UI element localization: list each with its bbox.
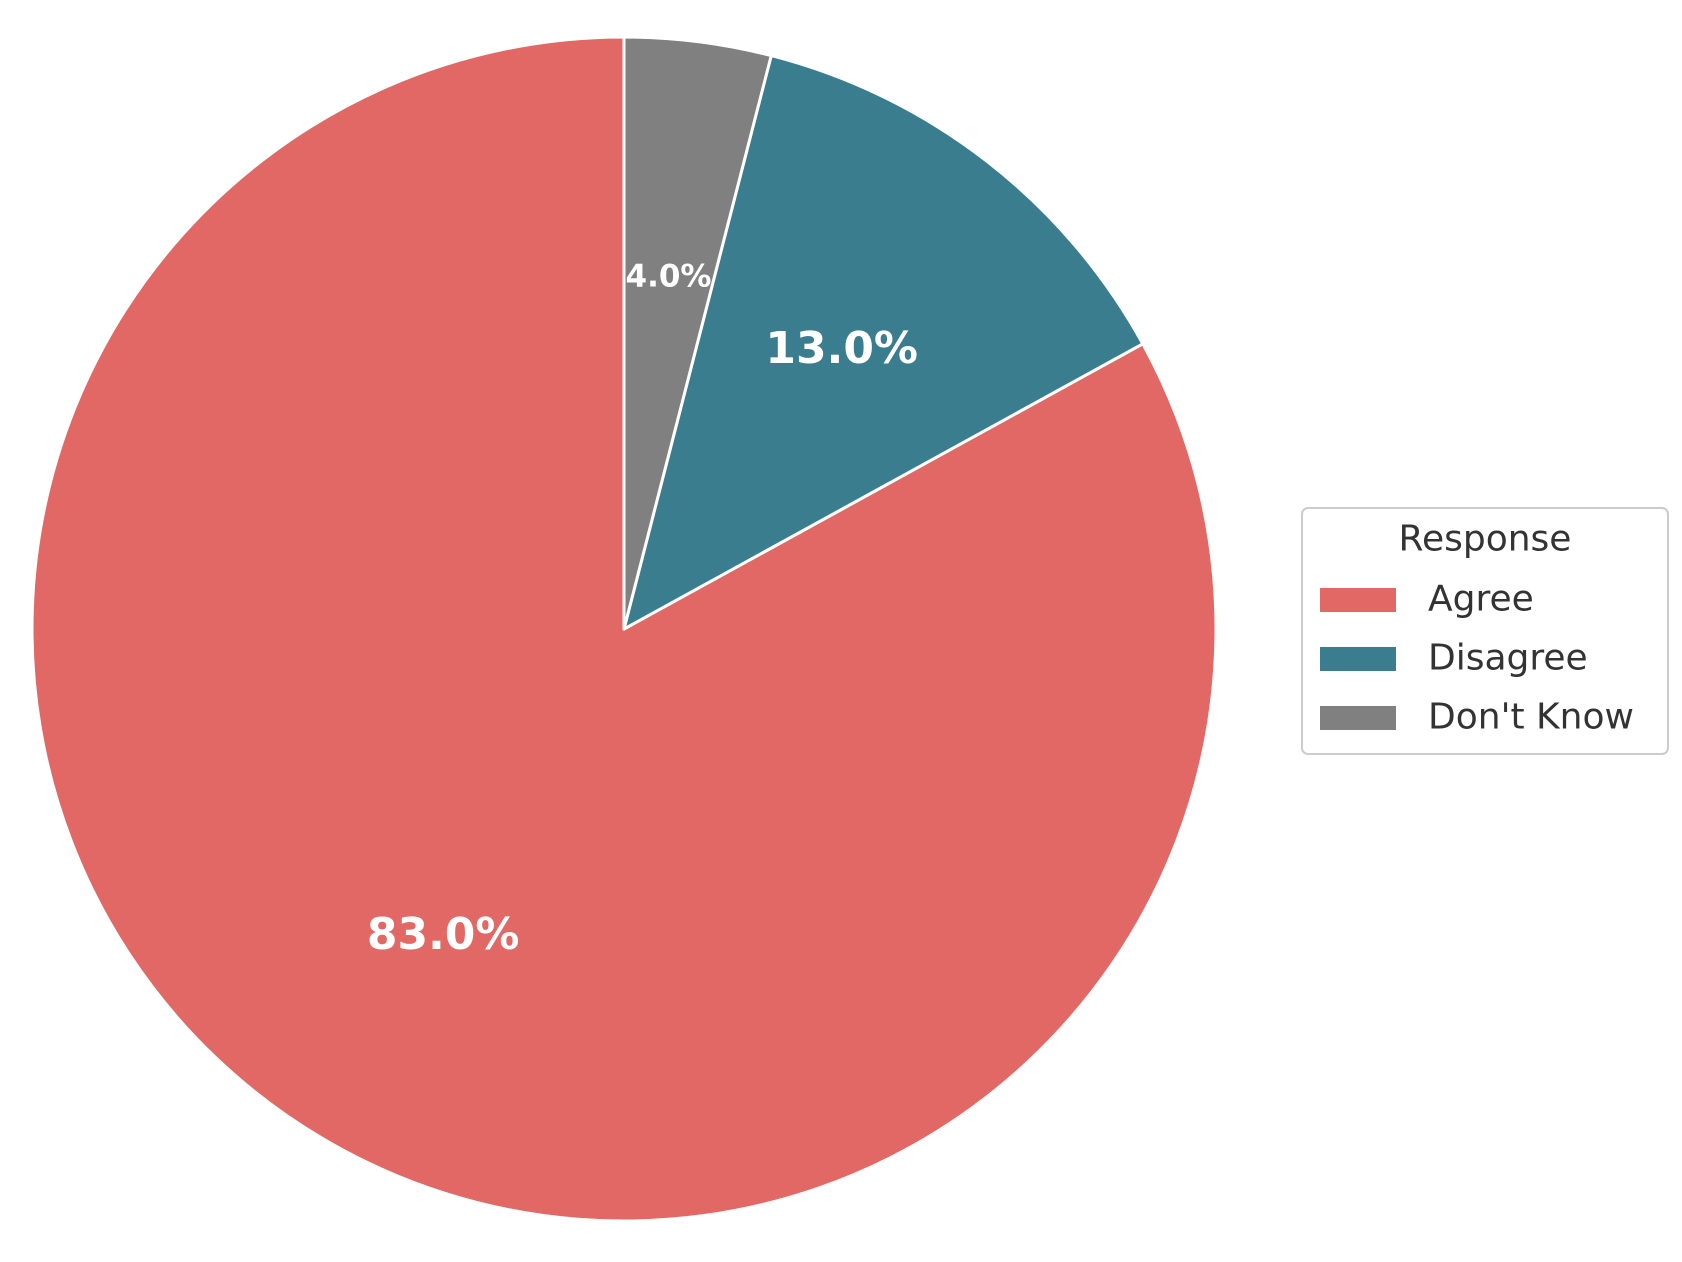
pie-value-label-don-t-know: 4.0% [626, 259, 712, 295]
legend-label-don-t-know: Don't Know [1428, 697, 1634, 738]
pie-value-label-agree: 83.0% [367, 909, 520, 960]
legend-title: Response [1399, 519, 1572, 560]
pie-slices [30, 35, 1218, 1223]
legend-label-agree: Agree [1428, 579, 1534, 620]
pie-value-label-disagree: 13.0% [765, 323, 918, 374]
legend-frame [1301, 507, 1669, 755]
legend-swatch-disagree [1320, 647, 1396, 671]
legend-swatch-don-t-know [1320, 706, 1396, 730]
pie-slice-labels: 83.0% 13.0% 4.0% [367, 259, 918, 961]
pie-slice-disagree [622, 54, 1145, 631]
legend-label-disagree: Disagree [1428, 638, 1588, 679]
pie-slice-don-t-know [622, 35, 773, 631]
legend: Response Agree Disagree Don't Know [1301, 507, 1669, 755]
legend-swatch-agree [1320, 588, 1396, 612]
legend-entries: Agree Disagree Don't Know [1320, 579, 1634, 738]
